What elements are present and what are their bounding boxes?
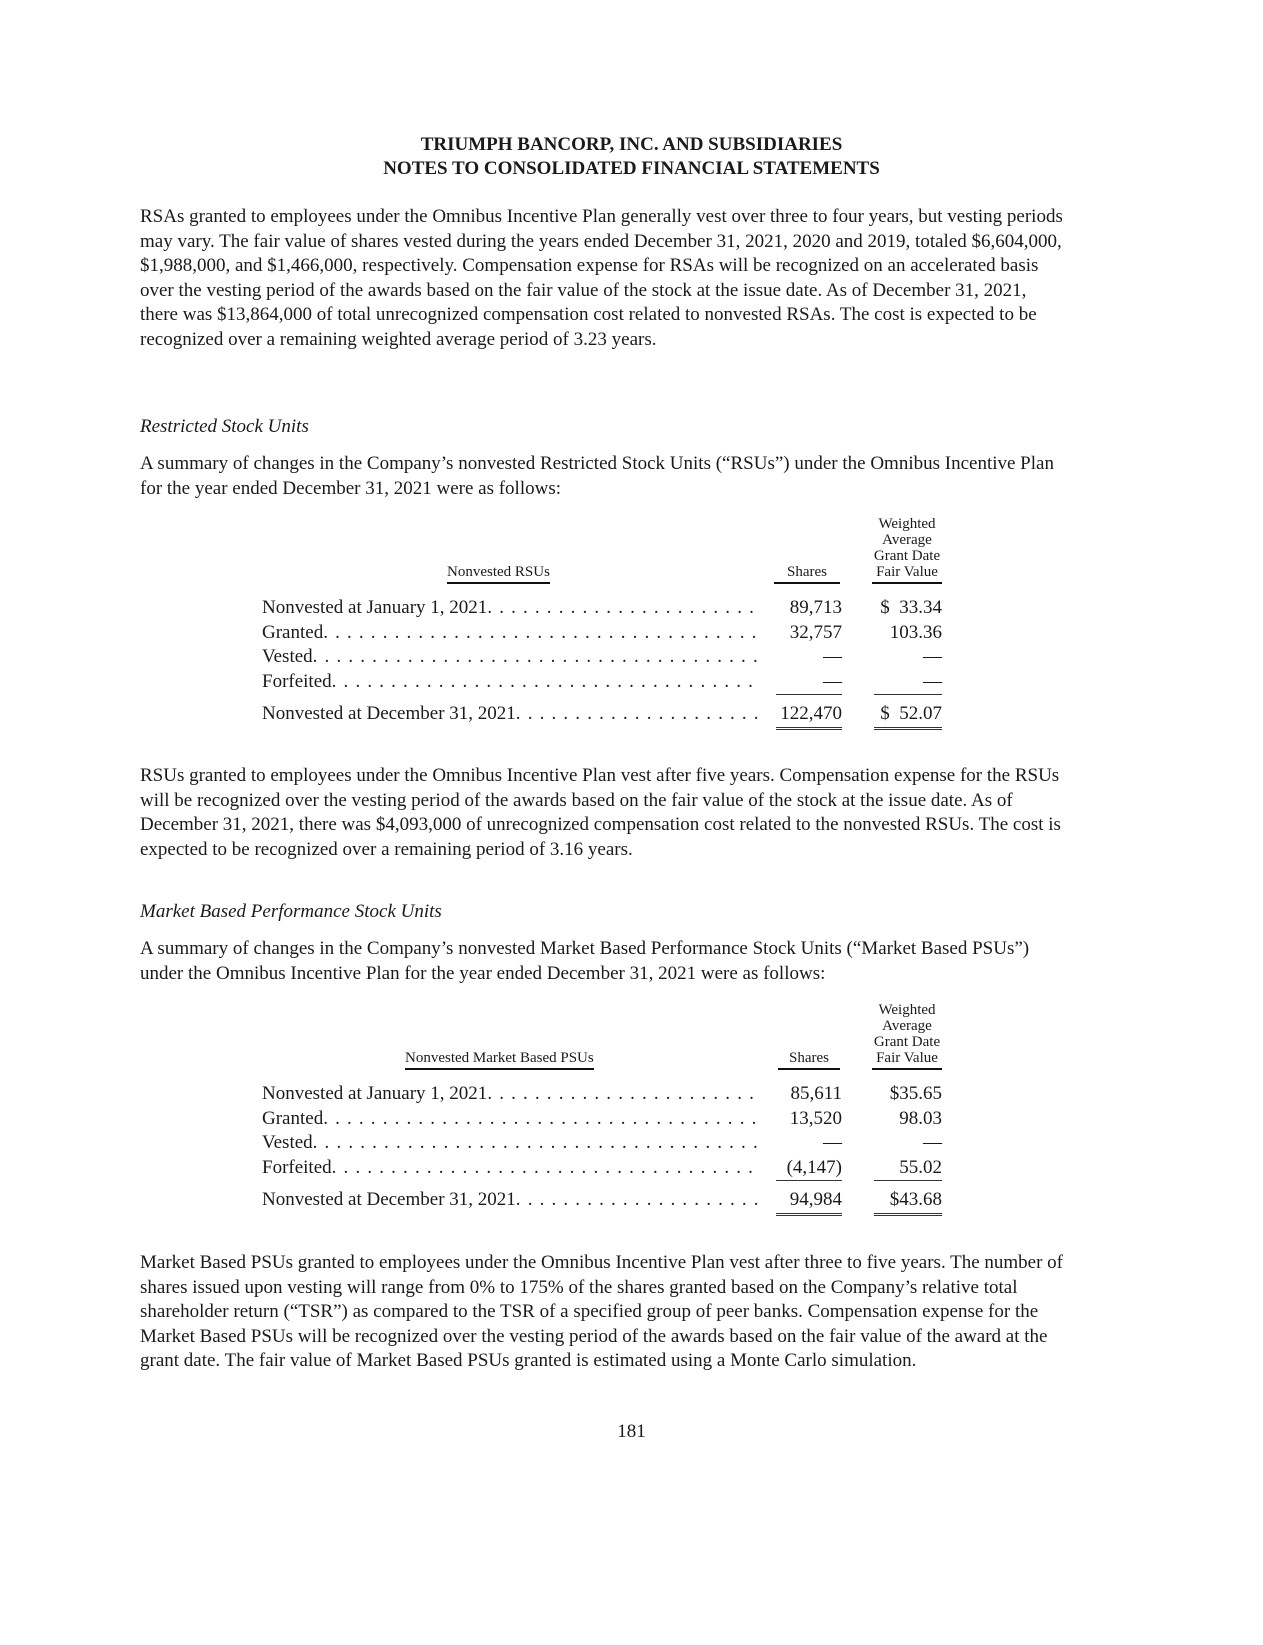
- table-row: Vested——: [262, 645, 942, 670]
- table-row: Forfeited——: [262, 670, 942, 696]
- notes-title: NOTES TO CONSOLIDATED FINANCIAL STATEMEN…: [383, 158, 880, 179]
- table-total-row: Nonvested at December 31, 2021122,470$ 5…: [262, 702, 942, 730]
- psu-table: Nonvested Market Based PSUs Shares Weigh…: [262, 1002, 942, 1216]
- table-row: Nonvested at January 1, 202185,611$35.65: [262, 1082, 942, 1107]
- col-header-label: Nonvested Market Based PSUs: [405, 1050, 594, 1070]
- company-title: TRIUMPH BANCORP, INC. AND SUBSIDIARIES: [420, 134, 843, 155]
- table-row: Nonvested at January 1, 202189,713$ 33.3…: [262, 596, 942, 621]
- psu-intro: A summary of changes in the Company’s no…: [140, 938, 1030, 984]
- col-header-fair-value: Weighted Average Grant Date Fair Value: [872, 516, 942, 584]
- psu-after-paragraph: Market Based PSUs granted to employees u…: [140, 1252, 1064, 1372]
- col-header-fair-value: Weighted Average Grant Date Fair Value: [872, 1002, 942, 1070]
- rsa-paragraph: RSAs granted to employees under the Omni…: [140, 206, 1063, 350]
- table-total-row: Nonvested at December 31, 202194,984$43.…: [262, 1188, 942, 1216]
- rsu-after-paragraph: RSUs granted to employees under the Omni…: [140, 765, 1061, 860]
- col-header-shares: Shares: [774, 564, 840, 584]
- col-header-label: Nonvested RSUs: [447, 564, 550, 584]
- page-number: 181: [617, 1421, 646, 1442]
- rsu-heading: Restricted Stock Units: [140, 416, 309, 437]
- col-header-shares: Shares: [778, 1050, 840, 1070]
- rsu-table: Nonvested RSUs Shares Weighted Average Gra…: [262, 516, 942, 730]
- table-row: Vested——: [262, 1131, 942, 1156]
- table-row: Forfeited(4,147)55.02: [262, 1156, 942, 1182]
- psu-heading: Market Based Performance Stock Units: [140, 901, 442, 922]
- rsu-intro: A summary of changes in the Company’s no…: [140, 453, 1054, 499]
